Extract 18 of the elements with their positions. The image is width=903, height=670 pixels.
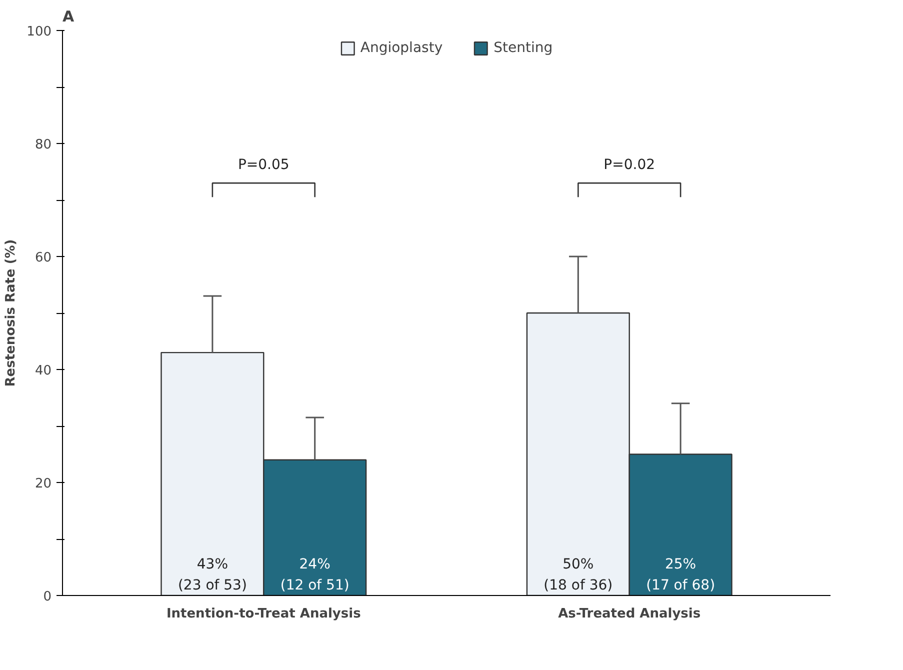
- y-axis-title: Restenosis Rate (%): [4, 239, 19, 387]
- y-tick-label: 20: [34, 476, 52, 492]
- y-tick-label: 60: [34, 250, 52, 266]
- chart-title: A: [62, 8, 74, 26]
- data-label: 24% (12 of 51): [280, 556, 350, 594]
- annotation: P=0.05: [238, 157, 290, 174]
- y-tick-label: 80: [34, 138, 52, 152]
- legend-label: Stenting: [494, 40, 553, 56]
- y-tick-label: 40: [34, 364, 52, 378]
- annotation: P=0.02: [604, 157, 656, 174]
- data-label: 50% (18 of 36): [544, 556, 613, 594]
- x-tick-label: As-Treated Analysis: [558, 606, 701, 622]
- x-tick-label: Intention-to-Treat Analysis: [166, 606, 362, 622]
- legend-label: Angioplasty: [360, 40, 443, 56]
- data-label: 43% (23 of 53): [178, 556, 247, 594]
- y-tick-label: 0: [43, 590, 52, 604]
- y-tick-label: 100: [26, 24, 52, 40]
- data-label: 25% (17 of 68): [646, 556, 716, 594]
